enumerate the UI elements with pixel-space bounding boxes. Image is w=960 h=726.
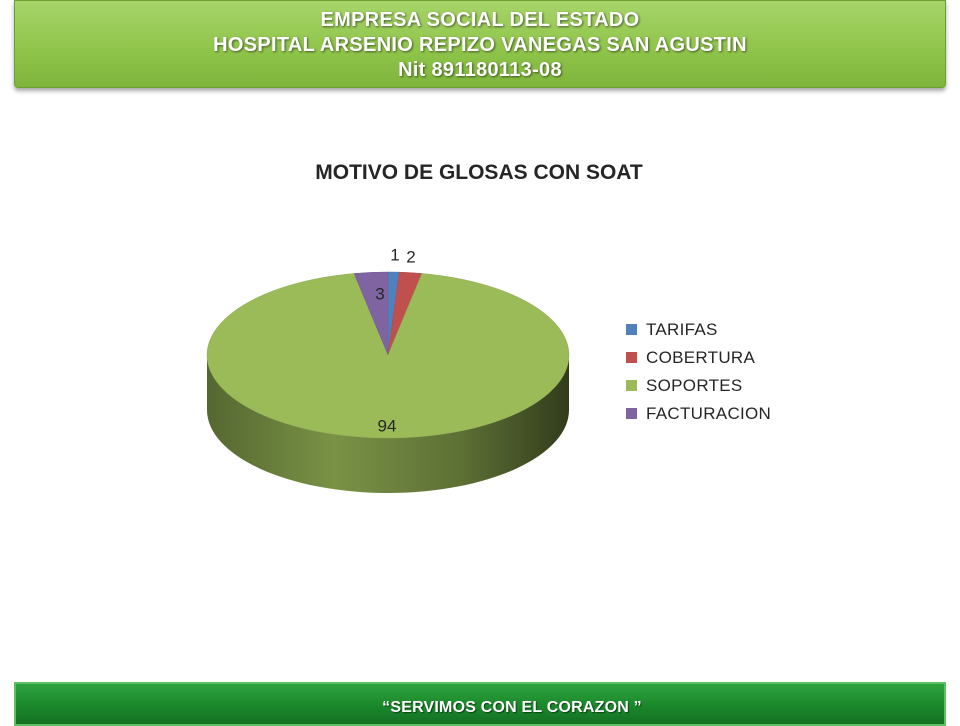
legend-label-facturacion: FACTURACION	[646, 403, 772, 423]
legend-label-cobertura: COBERTURA	[646, 347, 756, 367]
legend-item-cobertura: COBERTURA	[626, 344, 771, 371]
chart-title-text: MOTIVO DE GLOSAS CON SOAT	[315, 161, 643, 184]
header-line-1: EMPRESA SOCIAL DEL ESTADO	[320, 9, 640, 31]
pie-slice-facturacion	[353, 271, 389, 356]
header-banner: EMPRESA SOCIAL DEL ESTADO HOSPITAL ARSEN…	[14, 0, 946, 88]
header-line-2: HOSPITAL ARSENIO REPIZO VANEGAS SAN AGUS…	[213, 34, 747, 56]
legend-item-soportes: SOPORTES	[626, 372, 771, 399]
chart-legend: TARIFAS COBERTURA SOPORTES FACTURACION	[626, 316, 771, 428]
legend-swatch-cobertura	[626, 352, 637, 363]
legend-swatch-facturacion	[626, 408, 637, 419]
data-label-facturacion: 3	[375, 284, 384, 303]
pie-slice-soportes	[206, 273, 570, 439]
legend-label-tarifas: TARIFAS	[646, 319, 718, 339]
chart-title: MOTIVO DE GLOSAS CON SOAT	[0, 161, 960, 185]
footer-banner: “SERVIMOS CON EL CORAZON ”	[14, 682, 946, 726]
data-label-cobertura: 2	[406, 247, 415, 266]
legend-swatch-tarifas	[626, 324, 637, 335]
header-line-3: Nit 891180113-08	[398, 59, 562, 81]
legend-item-facturacion: FACTURACION	[626, 400, 771, 427]
legend-item-tarifas: TARIFAS	[626, 316, 771, 343]
data-label-tarifas: 1	[390, 245, 399, 264]
footer-slogan: “SERVIMOS CON EL CORAZON ”	[382, 699, 642, 716]
legend-swatch-soportes	[626, 380, 637, 391]
pie-side-soportes	[207, 355, 569, 493]
legend-label-soportes: SOPORTES	[646, 375, 743, 395]
data-label-soportes: 94	[378, 416, 397, 435]
